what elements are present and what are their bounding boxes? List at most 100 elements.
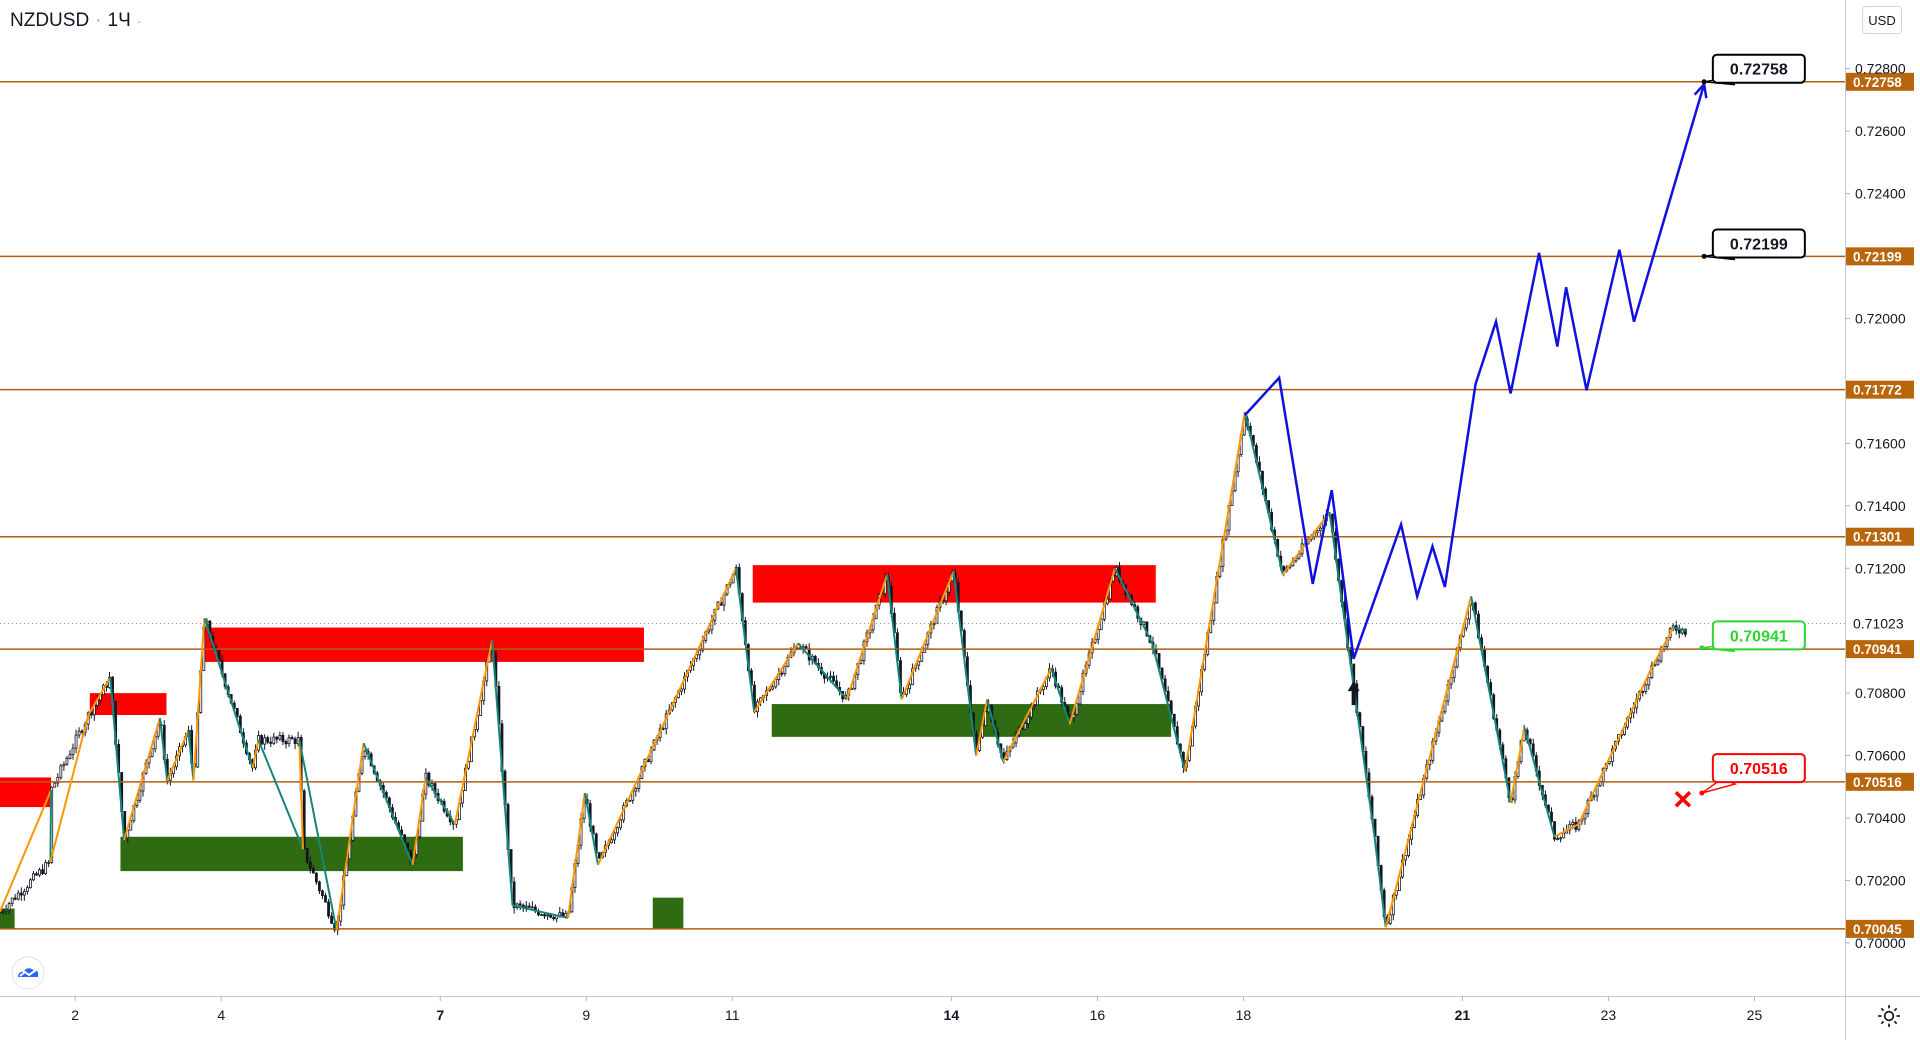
- price-tick-label: 0.71400: [1855, 498, 1906, 514]
- candle-body: [47, 862, 51, 864]
- candle-body: [44, 862, 48, 875]
- callout-target[interactable]: 0.72758: [1701, 53, 1806, 86]
- candle-body: [616, 827, 619, 834]
- zigzag-segment: [845, 574, 889, 700]
- candle-body: [1026, 716, 1030, 724]
- zigzag-segment: [411, 777, 427, 866]
- candle-body: [524, 905, 528, 908]
- candle-body: [32, 873, 35, 881]
- callout-label: 0.70516: [1730, 761, 1788, 778]
- zigzag-segment: [424, 776, 456, 825]
- callout-target[interactable]: 0.72199: [1701, 228, 1806, 261]
- level-axis-tag: [1846, 247, 1914, 266]
- cloud-logo-icon[interactable]: [10, 955, 46, 991]
- interval-label[interactable]: 1Ч: [107, 10, 131, 31]
- level-axis-label: 0.71772: [1853, 383, 1902, 398]
- candle-body: [53, 782, 57, 788]
- candle-body: [549, 914, 553, 918]
- candle-body: [59, 765, 63, 778]
- candle-body: [597, 852, 601, 859]
- demand-zone[interactable]: [0, 908, 15, 929]
- zigzag-segment: [1470, 596, 1512, 803]
- symbol-name[interactable]: NZDUSD: [10, 10, 90, 31]
- supply-zone[interactable]: [89, 693, 167, 715]
- level-axis-label: 0.72199: [1853, 249, 1902, 264]
- zigzag-segment: [753, 642, 799, 713]
- time-tick-label: 21: [1455, 1007, 1471, 1023]
- zigzag-segment: [1151, 642, 1186, 772]
- zigzag-segment: [1113, 567, 1154, 644]
- candle-body: [71, 747, 75, 756]
- zigzag-segment: [597, 567, 737, 866]
- zigzag-segment: [734, 568, 756, 713]
- candle-body: [783, 665, 787, 674]
- zigzag-segment: [335, 742, 365, 931]
- candle-body: [613, 832, 616, 841]
- callout-entry[interactable]: 0.70941: [1699, 620, 1806, 653]
- zigzag-segment: [975, 699, 989, 756]
- symbol-header[interactable]: NZDUSD · 1Ч ·: [10, 10, 141, 32]
- level-axis-tag: [1846, 640, 1914, 659]
- level-axis-tag: [1846, 527, 1914, 546]
- candle-body: [327, 901, 330, 917]
- candle-body: [1023, 723, 1027, 730]
- candle-body: [269, 741, 273, 744]
- supply-zone[interactable]: [204, 627, 644, 662]
- zigzag-segment: [986, 699, 1005, 763]
- candle-body: [4, 909, 8, 912]
- zigzag-segment: [583, 792, 599, 866]
- candle-body: [263, 737, 267, 745]
- candle-body: [38, 869, 41, 876]
- callout-box: [1711, 620, 1806, 651]
- zigzag-segment: [1673, 626, 1687, 632]
- callout-label: 0.70941: [1730, 628, 1788, 645]
- zigzag-segment: [1650, 627, 1675, 669]
- candle-body: [25, 887, 29, 892]
- price-tick-label: 0.71200: [1855, 560, 1906, 576]
- candle-body: [1032, 704, 1036, 707]
- candle-body: [235, 708, 239, 717]
- zigzag-segment: [1068, 567, 1116, 725]
- zigzag-segment: [109, 677, 126, 840]
- candle-body: [1550, 811, 1553, 823]
- zigzag-segment: [900, 570, 955, 700]
- candle-body: [543, 914, 546, 917]
- candle-body: [546, 914, 549, 917]
- zigzag-segment: [1523, 727, 1556, 838]
- zigzag-segment: [298, 739, 338, 931]
- zigzag-segment: [567, 792, 586, 919]
- time-tick-label: 18: [1236, 1007, 1252, 1023]
- x-mark-icon: [1674, 791, 1692, 808]
- candle-body: [16, 892, 20, 900]
- candle-body: [1166, 690, 1170, 702]
- candle-body: [35, 873, 38, 876]
- callout-box: [1711, 753, 1806, 784]
- candle-body: [1282, 566, 1286, 571]
- candle-body: [22, 890, 26, 896]
- demand-zone[interactable]: [652, 897, 684, 929]
- gear-icon[interactable]: [1876, 1003, 1902, 1029]
- zigzag-segment: [1243, 411, 1284, 575]
- candle-body: [832, 675, 835, 682]
- candle-body: [150, 748, 154, 757]
- price-tick-label: 0.70200: [1855, 872, 1906, 888]
- level-axis-tag: [1846, 380, 1914, 399]
- candle-body: [917, 660, 921, 666]
- candle-body: [698, 649, 702, 656]
- symbol-separator: ·: [95, 10, 102, 31]
- level-axis-tag: [1846, 72, 1914, 91]
- currency-button[interactable]: USD: [1862, 6, 1902, 34]
- candle-body: [65, 758, 69, 765]
- candle-body: [1656, 660, 1660, 666]
- time-tick-label: 14: [944, 1007, 960, 1023]
- candle-body: [13, 897, 17, 900]
- candle-body: [363, 750, 367, 758]
- projection-path[interactable]: [1243, 83, 1706, 660]
- callout-label: 0.72758: [1730, 62, 1788, 79]
- callout-stop[interactable]: 0.70516: [1699, 753, 1806, 796]
- callout-box: [1711, 228, 1806, 259]
- header-marker: ·: [136, 13, 142, 29]
- level-axis-label: 0.70516: [1853, 775, 1902, 790]
